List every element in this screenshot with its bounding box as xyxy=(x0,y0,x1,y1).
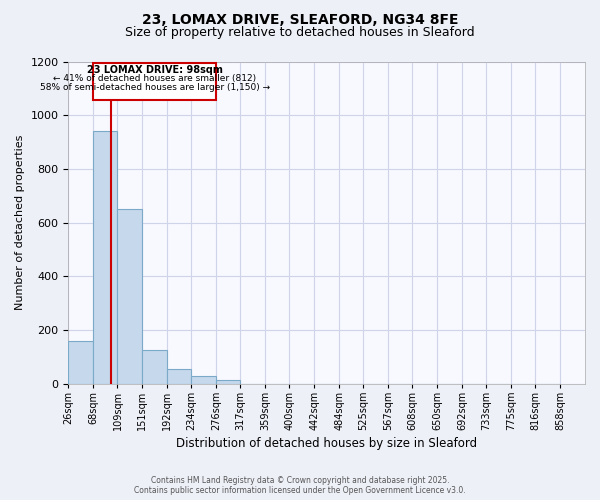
Text: ← 41% of detached houses are smaller (812): ← 41% of detached houses are smaller (81… xyxy=(53,74,256,84)
Bar xyxy=(191,376,216,384)
X-axis label: Distribution of detached houses by size in Sleaford: Distribution of detached houses by size … xyxy=(176,437,477,450)
Text: Contains HM Land Registry data © Crown copyright and database right 2025.: Contains HM Land Registry data © Crown c… xyxy=(151,476,449,485)
Text: 23, LOMAX DRIVE, SLEAFORD, NG34 8FE: 23, LOMAX DRIVE, SLEAFORD, NG34 8FE xyxy=(142,12,458,26)
Bar xyxy=(118,209,142,384)
Bar xyxy=(167,369,191,384)
Bar xyxy=(142,350,167,384)
Bar xyxy=(68,340,93,384)
Bar xyxy=(216,380,241,384)
Y-axis label: Number of detached properties: Number of detached properties xyxy=(15,135,25,310)
Text: 58% of semi-detached houses are larger (1,150) →: 58% of semi-detached houses are larger (… xyxy=(40,82,270,92)
Bar xyxy=(93,63,216,100)
Text: 23 LOMAX DRIVE: 98sqm: 23 LOMAX DRIVE: 98sqm xyxy=(87,65,223,75)
Text: Contains public sector information licensed under the Open Government Licence v3: Contains public sector information licen… xyxy=(134,486,466,495)
Text: Size of property relative to detached houses in Sleaford: Size of property relative to detached ho… xyxy=(125,26,475,39)
Bar xyxy=(93,132,118,384)
